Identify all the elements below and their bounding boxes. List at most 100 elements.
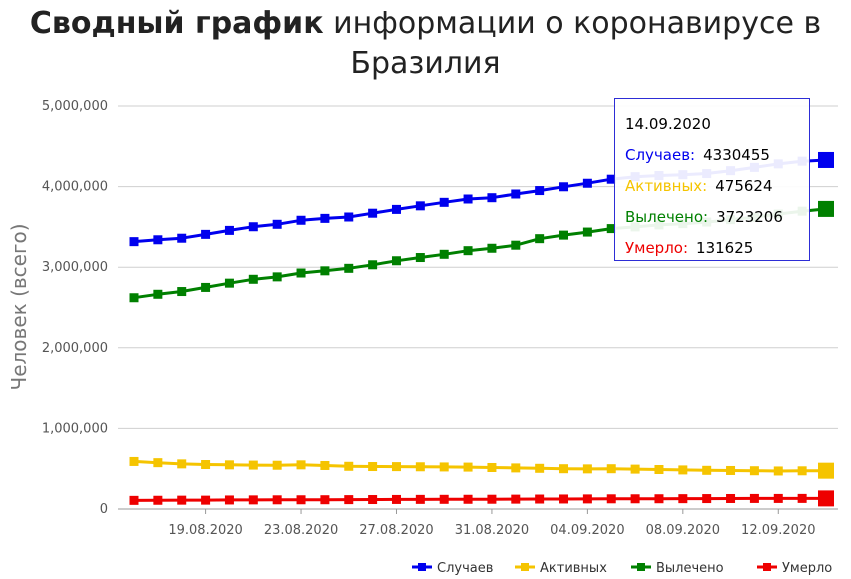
tooltip-label-cases: Случаев: (625, 146, 696, 164)
series-0-point (415, 201, 425, 211)
y-axis-label: Человек (всего) (7, 223, 31, 390)
y-tick-label: 0 (100, 502, 108, 517)
x-axis-ticks: 19.08.2020 23.08.2020 27.08.2020 31.08.2020… (168, 509, 815, 538)
series-0-point (606, 174, 616, 184)
series-2-point (320, 266, 330, 276)
series-1-point (818, 462, 834, 479)
series-0-point (272, 219, 282, 229)
y-axis-ticks: 0 1,000,000 2,000,000 3,000,000 4,000,000 5,0… (42, 99, 108, 517)
legend-swatch-marker (763, 563, 771, 571)
series-2-point (415, 253, 425, 263)
series-3-point (415, 494, 425, 504)
series-2-point (177, 287, 187, 297)
series-0-point (818, 151, 834, 168)
series-1-point (415, 462, 425, 472)
series-2-point (344, 263, 354, 273)
series-1-point (535, 463, 545, 473)
series-3-point (797, 493, 807, 503)
series-3-point (296, 495, 306, 505)
series-0-point (391, 204, 401, 214)
series-0-point (535, 186, 545, 196)
series-1-point (344, 461, 354, 471)
series-0-point (320, 213, 330, 223)
series-3-point (391, 494, 401, 504)
series-1-point (630, 464, 640, 474)
legend: Случаев Активных Вылечено Умерло (412, 561, 832, 576)
tooltip-value-cases: 4330455 (703, 146, 770, 164)
series-3-point (177, 495, 187, 505)
legend-label: Активных (540, 561, 607, 576)
series-2-point (487, 243, 497, 253)
series-1-point (224, 460, 234, 470)
series-0-point (344, 212, 354, 222)
x-tick-label: 12.09.2020 (741, 523, 815, 538)
tooltip: 14.09.2020 Случаев: 4330455 Активных: 4756… (614, 98, 810, 261)
series-0-point (463, 194, 473, 204)
tooltip-row-active: Активных: 475624 (625, 171, 809, 202)
series-0-point (248, 222, 258, 232)
series-2-point (463, 246, 473, 256)
legend-label: Умерло (782, 561, 832, 576)
series-2-point (439, 249, 449, 259)
tooltip-label-deaths: Умерло: (625, 239, 689, 257)
tooltip-value-deaths: 131625 (696, 239, 754, 257)
series-1-point (153, 458, 163, 468)
tooltip-row-recovered: Вылечено: 3723206 (625, 202, 809, 233)
series-3-point (201, 495, 211, 505)
tooltip-row-deaths: Умерло: 131625 (625, 233, 809, 264)
series-2-point (582, 227, 592, 237)
series-3-point (272, 495, 282, 505)
y-tick-label: 4,000,000 (42, 180, 108, 195)
series-line-1 (133, 459, 827, 473)
series-1-point (320, 460, 330, 470)
legend-swatch-marker (637, 563, 645, 571)
series-1-point (129, 456, 139, 466)
series-0-point (487, 193, 497, 203)
series-2-point (535, 234, 545, 244)
series-0-point (559, 182, 569, 192)
series-1-point (797, 466, 807, 476)
series-0-point (511, 189, 521, 199)
series-2-point (129, 293, 139, 303)
series-3-point (702, 494, 712, 504)
series-2-point (391, 256, 401, 266)
series-1-point (726, 465, 736, 475)
series-3-point (630, 494, 640, 504)
chart-title-rest: информации о коронавирусе в Бразилия (333, 6, 822, 81)
series-3-point (487, 494, 497, 504)
series-1-point (511, 463, 521, 473)
legend-label: Вылечено (656, 561, 724, 576)
y-tick-label: 5,000,000 (42, 99, 108, 114)
series-1-point (439, 462, 449, 472)
series-3-point (129, 495, 139, 505)
series-2-point (153, 289, 163, 299)
series-1-point (702, 465, 712, 475)
series-2-point (224, 278, 234, 288)
series-3-point (654, 494, 664, 504)
series-3-point (439, 494, 449, 504)
series-3-point (773, 493, 783, 503)
series-1-point (248, 460, 258, 470)
series-1-point (678, 465, 688, 475)
series-1-point (582, 464, 592, 474)
series-2-point (511, 240, 521, 250)
legend-swatch-marker (521, 563, 529, 571)
series-3-point (749, 493, 759, 503)
series-3-point (582, 494, 592, 504)
y-tick-label: 1,000,000 (42, 421, 108, 436)
x-tick-label: 23.08.2020 (264, 523, 338, 538)
series-1-point (272, 460, 282, 470)
series-1-point (368, 462, 378, 472)
series-0-point (177, 233, 187, 243)
series-3-point (248, 495, 258, 505)
tooltip-label-active: Активных: (625, 177, 708, 195)
series-2-point (559, 230, 569, 240)
series-2-point (368, 260, 378, 270)
series-3-point (320, 495, 330, 505)
series-3-point (678, 494, 688, 504)
series-2-point (818, 200, 834, 217)
series-2-point (201, 282, 211, 292)
legend-swatch-marker (418, 563, 426, 571)
series-3-point (153, 495, 163, 505)
series-0-point (296, 215, 306, 225)
